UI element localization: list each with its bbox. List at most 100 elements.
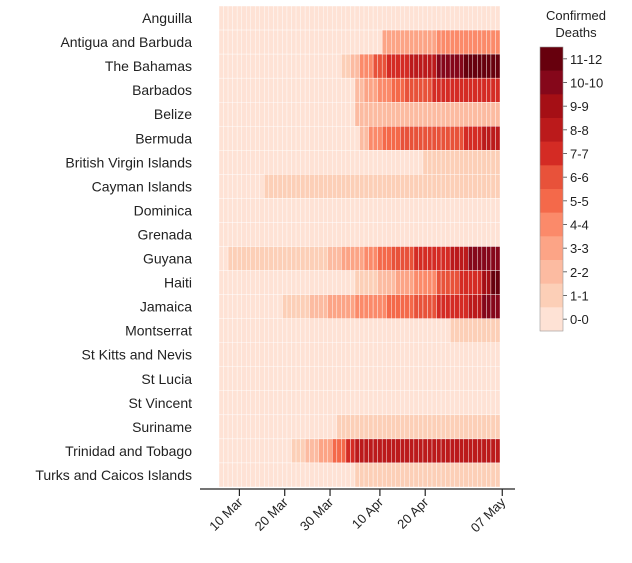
heatmap-cell bbox=[354, 174, 360, 199]
heatmap-cell bbox=[218, 5, 224, 31]
heatmap-cell bbox=[268, 174, 274, 199]
heatmap-cell bbox=[363, 222, 369, 247]
heatmap-cell bbox=[445, 53, 451, 79]
legend-label: 1-1 bbox=[570, 289, 589, 304]
heatmap-cell bbox=[468, 174, 473, 199]
heatmap-cell bbox=[323, 5, 328, 31]
heatmap-cell bbox=[295, 101, 301, 127]
heatmap-cell bbox=[232, 462, 238, 488]
heatmap-cell bbox=[440, 53, 446, 79]
heatmap-cell bbox=[273, 53, 279, 79]
heatmap-cell bbox=[264, 174, 270, 199]
heatmap-cell bbox=[440, 222, 446, 247]
x-tick-label: 30 Mar bbox=[297, 494, 337, 534]
heatmap-cell bbox=[486, 270, 492, 295]
heatmap-cell bbox=[323, 318, 328, 343]
heatmap-cell bbox=[449, 77, 455, 103]
row-label: Barbados bbox=[132, 82, 192, 98]
heatmap-cell bbox=[449, 150, 455, 175]
heatmap-cell bbox=[345, 126, 351, 151]
heatmap-cell bbox=[286, 294, 292, 319]
heatmap-cell bbox=[445, 222, 451, 247]
heatmap-cell bbox=[431, 5, 437, 31]
heatmap-cell bbox=[323, 342, 328, 367]
heatmap-cell bbox=[495, 390, 501, 416]
legend-swatch bbox=[540, 94, 563, 119]
heatmap-cell bbox=[490, 222, 496, 247]
heatmap-cell bbox=[404, 77, 410, 103]
heatmap-cell bbox=[282, 342, 288, 367]
heatmap-cell bbox=[241, 174, 247, 199]
heatmap-cell bbox=[232, 270, 238, 295]
heatmap-cell bbox=[327, 462, 333, 488]
heatmap-cell bbox=[309, 318, 315, 343]
heatmap-cell bbox=[259, 270, 265, 295]
heatmap-cell bbox=[363, 174, 369, 199]
heatmap-cell bbox=[259, 53, 265, 79]
heatmap-cell bbox=[291, 246, 297, 271]
heatmap-cell bbox=[381, 366, 387, 391]
heatmap-cell bbox=[454, 126, 460, 151]
heatmap-cell bbox=[218, 294, 224, 319]
heatmap-cell bbox=[300, 5, 306, 31]
heatmap-cell bbox=[323, 270, 328, 295]
heatmap-cell bbox=[477, 318, 483, 343]
heatmap-cell bbox=[372, 246, 378, 271]
heatmap-cell bbox=[345, 150, 351, 175]
heatmap-cell bbox=[368, 318, 374, 343]
heatmap-cell bbox=[341, 366, 347, 391]
heatmap-cell bbox=[291, 366, 297, 391]
heatmap-cell bbox=[418, 246, 424, 271]
heatmap-cell bbox=[409, 222, 415, 247]
heatmap-cell bbox=[313, 342, 319, 367]
heatmap-cell bbox=[255, 222, 260, 247]
heatmap-cell bbox=[268, 294, 274, 319]
heatmap-cell bbox=[227, 53, 233, 79]
heatmap-cell bbox=[427, 101, 433, 127]
heatmap-cell bbox=[463, 246, 469, 271]
heatmap-cell bbox=[495, 101, 501, 127]
heatmap-cell bbox=[363, 294, 369, 319]
heatmap-cell bbox=[400, 150, 406, 175]
heatmap-cell bbox=[463, 77, 469, 103]
heatmap-cell bbox=[381, 77, 387, 103]
heatmap-cell bbox=[381, 342, 387, 367]
heatmap-cell bbox=[400, 174, 406, 199]
heatmap-cell bbox=[304, 174, 310, 199]
heatmap-cell bbox=[477, 246, 483, 271]
heatmap-cell bbox=[241, 101, 247, 127]
heatmap-cell bbox=[381, 53, 387, 79]
heatmap-cell bbox=[304, 438, 310, 464]
heatmap-cell bbox=[236, 390, 242, 416]
heatmap-cell bbox=[381, 390, 387, 416]
heatmap-cell bbox=[463, 342, 469, 367]
heatmap-cell bbox=[472, 5, 478, 31]
heatmap-cell bbox=[481, 29, 487, 55]
heatmap-cell bbox=[282, 150, 288, 175]
row-label: Anguilla bbox=[142, 10, 192, 26]
heatmap-cell bbox=[255, 5, 260, 31]
heatmap-cell bbox=[291, 29, 297, 55]
heatmap-cell bbox=[323, 222, 328, 247]
heatmap-cell bbox=[468, 318, 473, 343]
heatmap-cell bbox=[345, 366, 351, 391]
heatmap-cell bbox=[313, 77, 319, 103]
heatmap-cell bbox=[418, 438, 424, 464]
heatmap-cell bbox=[468, 77, 473, 103]
heatmap-cell bbox=[241, 198, 247, 223]
heatmap-cell bbox=[218, 342, 224, 367]
heatmap-cell bbox=[332, 126, 338, 151]
heatmap-cell bbox=[400, 294, 406, 319]
heatmap-cell bbox=[449, 270, 455, 295]
heatmap-cell bbox=[363, 390, 369, 416]
heatmap-cell bbox=[495, 318, 501, 343]
row-label: Bermuda bbox=[135, 130, 192, 146]
heatmap-cell bbox=[409, 77, 415, 103]
heatmap-cell bbox=[264, 342, 270, 367]
heatmap-cell bbox=[268, 366, 274, 391]
heatmap-cell bbox=[459, 246, 464, 271]
heatmap-cell bbox=[304, 390, 310, 416]
heatmap-cell bbox=[431, 77, 437, 103]
heatmap-cell bbox=[277, 414, 283, 440]
heatmap-cell bbox=[477, 174, 483, 199]
